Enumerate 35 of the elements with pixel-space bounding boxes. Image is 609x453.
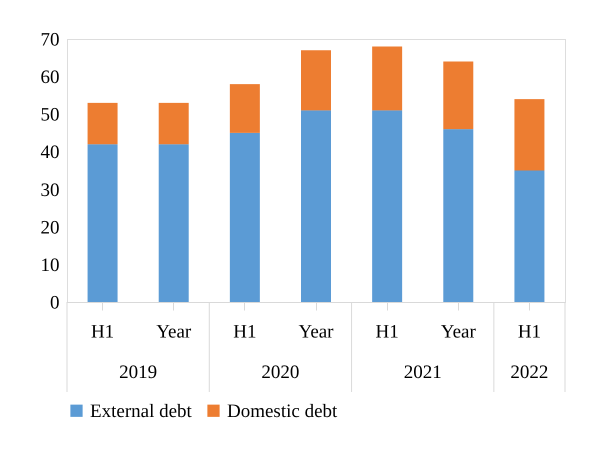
- bar: [372, 110, 402, 302]
- y-tick-label: 0: [50, 292, 60, 314]
- y-tick-label: 60: [40, 67, 60, 88]
- text: 2019: [119, 362, 158, 383]
- y-tick-label: 50: [40, 104, 60, 126]
- bar: [443, 62, 474, 130]
- bar: [230, 132, 260, 302]
- bar: [443, 129, 474, 302]
- text: 2021: [404, 362, 442, 383]
- bar: [514, 99, 544, 170]
- y-tick-label: 10: [40, 254, 60, 276]
- y-tick-label: 20: [40, 217, 60, 238]
- bar: [88, 102, 118, 144]
- x-tick-label: H1: [90, 322, 114, 342]
- x-tick-label: Year: [298, 322, 334, 342]
- bar: [372, 46, 402, 110]
- y-tick-label: 30: [40, 180, 60, 201]
- bar: [514, 170, 544, 302]
- text: 2022: [510, 362, 548, 383]
- text: 2020: [261, 362, 300, 383]
- x-tick-label: Year: [440, 322, 476, 342]
- bar: [301, 110, 331, 302]
- x-tick-label: H1: [518, 322, 542, 342]
- y-tick-label: 70: [40, 30, 60, 50]
- bar: [301, 50, 331, 110]
- bar: [158, 102, 189, 144]
- bar: [158, 144, 189, 302]
- bar: [230, 84, 260, 133]
- x-tick-label: H1: [233, 322, 256, 342]
- bar: [88, 144, 118, 302]
- legend-label: Domestic debt: [227, 400, 338, 422]
- y-tick-label: 40: [40, 142, 60, 164]
- x-tick-label: H1: [376, 322, 399, 342]
- legend-label: External debt: [90, 400, 193, 422]
- x-tick-label: Year: [156, 322, 192, 342]
